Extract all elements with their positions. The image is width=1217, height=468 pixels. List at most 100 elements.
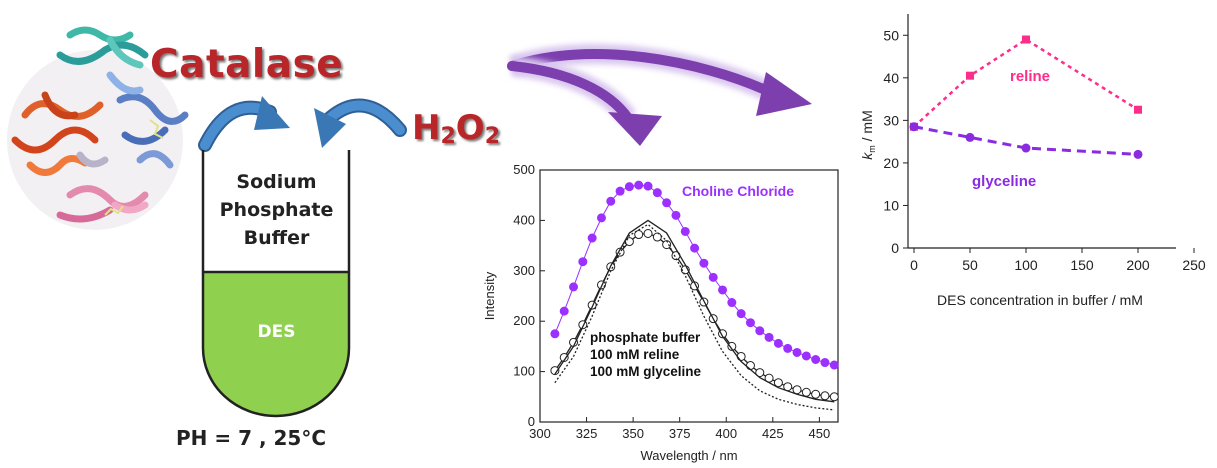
chart2-y-axis-label: km / mM xyxy=(859,110,877,160)
chart1-x-tick-label: 325 xyxy=(576,426,598,441)
chart1-series-0-point xyxy=(727,298,737,308)
chart1-series-1-point xyxy=(820,391,830,401)
chart2-y-tick-label: 10 xyxy=(883,197,899,213)
chart1-series-0-point xyxy=(764,332,774,342)
chart1-y-tick-label: 500 xyxy=(513,162,535,177)
chart1-series-0-point xyxy=(680,226,690,236)
chart2-glyceline-label: glyceline xyxy=(972,173,1036,190)
chart1-series-0-point xyxy=(606,196,616,206)
chart1-series-0-point xyxy=(792,347,802,357)
chart2-y-tick-label: 40 xyxy=(883,70,899,86)
chart1-series-0-point xyxy=(699,258,709,268)
chart2-y-tick-label: 50 xyxy=(883,27,899,43)
chart2-glyceline-point xyxy=(909,122,919,132)
chart2-x-tick-label: 50 xyxy=(962,257,978,273)
chart2-glyceline-point xyxy=(1133,149,1143,159)
chart1-series-0-point xyxy=(745,318,755,328)
chart1-y-tick-label: 300 xyxy=(513,263,535,278)
chart2-reline-point xyxy=(1022,35,1030,44)
chart1-series-0-point xyxy=(801,351,811,361)
chart1-series-0-point xyxy=(690,243,700,253)
des-label: DES xyxy=(257,322,296,342)
buffer-label: Sodium Phosphate Buffer xyxy=(219,171,334,249)
chart2-y-tick-label: 30 xyxy=(883,112,899,128)
chart2-x-tick-label: 150 xyxy=(1070,257,1094,273)
chart2-glyceline-point xyxy=(965,132,975,142)
chart1-y-axis-label: Intensity xyxy=(482,271,497,320)
chart1-series-0-point xyxy=(587,233,597,243)
chart1-series-1-point xyxy=(662,240,672,250)
chart1-series-0-point xyxy=(783,343,793,353)
chart1-y-tick-label: 400 xyxy=(513,212,535,227)
chart1-x-tick-label: 425 xyxy=(762,426,784,441)
chart1-x-tick-label: 375 xyxy=(669,426,691,441)
chart1-y-tick-label: 200 xyxy=(513,313,535,328)
blue-curved-arrows xyxy=(198,96,407,152)
chart2-x-tick-label: 100 xyxy=(1014,257,1038,273)
chart2-reline-point xyxy=(1134,105,1142,114)
chart1-x-tick-label: 350 xyxy=(622,426,644,441)
chart2-x-tick-label: 200 xyxy=(1126,257,1150,273)
beaker xyxy=(201,150,351,418)
chart1-x-tick-label: 450 xyxy=(809,426,831,441)
chart1-series-1-point xyxy=(745,361,755,371)
chart2-y-tick-label: 0 xyxy=(891,240,899,256)
condition-label: PH = 7 , 25°C xyxy=(176,426,327,450)
chart2-glyceline-point xyxy=(1021,143,1031,153)
chart1-choline-chloride-annotation: Choline Chloride xyxy=(682,183,794,199)
chart2-x-axis-label: DES concentration in buffer / mM xyxy=(937,292,1143,308)
legend-reline: 100 mM reline xyxy=(590,347,680,362)
legend-glyceline: 100 mM glyceline xyxy=(590,364,702,379)
chart1-series-0-point xyxy=(550,329,560,339)
chart1-series-0-point xyxy=(578,257,588,267)
chart1-series-0-point xyxy=(652,188,662,198)
chart1-series-1-point xyxy=(550,366,560,376)
chart1-series-0-point xyxy=(829,360,839,370)
chart1-series-0-point xyxy=(615,186,625,196)
chart1-series-0-point xyxy=(773,338,783,348)
chart1-y-tick-label: 0 xyxy=(528,414,535,429)
catalase-title: Catalase xyxy=(150,42,344,87)
chart1-series-0-point xyxy=(662,198,672,208)
chart1-x-axis-label: Wavelength / nm xyxy=(640,448,737,463)
chart2-reline-label: reline xyxy=(1010,68,1050,85)
chart1-series-0-point xyxy=(811,355,821,365)
chart2-reline-line xyxy=(913,38,1139,128)
chart2-reline-point xyxy=(966,71,974,80)
chart2-glyceline-line xyxy=(913,125,1139,156)
fluorescence-chart: 300 325 350 375 400 425 450 0 100 200 300 400 500 Wa… xyxy=(482,162,839,463)
chart1-series-0-point xyxy=(671,210,681,220)
catalase-protein-illustration xyxy=(7,26,189,230)
chart1-series-1-point xyxy=(643,229,653,239)
chart1-x-tick-label: 400 xyxy=(715,426,737,441)
chart1-series-1-point xyxy=(559,352,569,362)
chart1-series-1-point xyxy=(829,392,839,402)
km-chart: 0 50 100 150 200 250 0 10 20 30 40 50 DES concentra… xyxy=(859,14,1206,308)
chart1-series-3-line xyxy=(554,223,835,411)
legend-phosphate-buffer: phosphate buffer xyxy=(590,330,701,345)
chart1-series-0-point xyxy=(559,306,569,316)
chart1-series-0-point xyxy=(718,285,728,295)
chart1-series-1-point xyxy=(792,385,802,395)
chart1-series-1-point xyxy=(755,368,765,378)
chart1-series-0-point xyxy=(820,358,830,368)
purple-arrows xyxy=(507,44,812,146)
chart1-series-1-point xyxy=(652,232,662,242)
chart1-series-0-point xyxy=(634,180,644,190)
chart1-series-1-point xyxy=(736,351,746,361)
chart1-series-0-point xyxy=(736,309,746,319)
chart1-series-1-point xyxy=(727,341,737,351)
chart1-y-tick-label: 100 xyxy=(513,364,535,379)
chart1-x-tick-label: 300 xyxy=(529,426,551,441)
chart1-series-0-point xyxy=(569,282,579,292)
chart1-series-0-point xyxy=(755,326,765,336)
chart1-series-1-point xyxy=(801,387,811,397)
chart1-series-0-point xyxy=(596,213,606,223)
chart1-series-1-point xyxy=(811,389,821,399)
h2o2-label: H2O2 xyxy=(412,108,500,149)
chart2-x-tick-label: 250 xyxy=(1182,257,1206,273)
chart2-y-tick-label: 20 xyxy=(883,155,899,171)
chart1-series-1-point xyxy=(773,378,783,388)
chart1-series-0-point xyxy=(624,182,634,192)
